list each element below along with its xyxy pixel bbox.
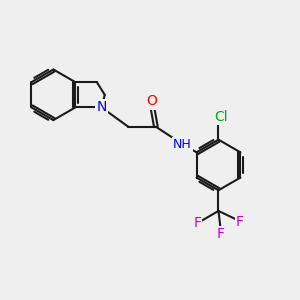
Text: F: F (193, 216, 201, 230)
Text: N: N (96, 100, 107, 114)
Text: Cl: Cl (214, 110, 228, 124)
Text: F: F (236, 214, 244, 229)
Text: NH: NH (173, 138, 192, 151)
Text: F: F (217, 227, 225, 241)
Text: O: O (146, 94, 157, 109)
